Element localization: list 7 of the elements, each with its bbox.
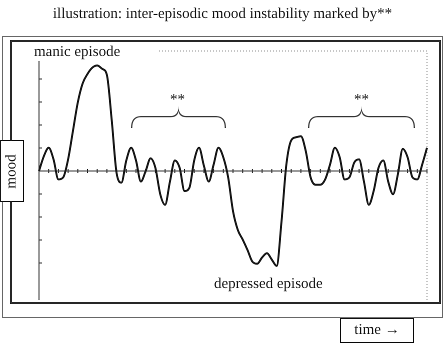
x-axis-title: time → <box>340 318 414 343</box>
text: depressed episode <box>212 276 325 293</box>
text: manic episode <box>32 44 122 61</box>
annotation: ** <box>169 92 186 109</box>
y-axis-title: mood <box>4 154 20 188</box>
chart-title: illustration: inter-episodic mood instability marked by** <box>52 6 394 23</box>
annotation: ** <box>353 92 370 109</box>
